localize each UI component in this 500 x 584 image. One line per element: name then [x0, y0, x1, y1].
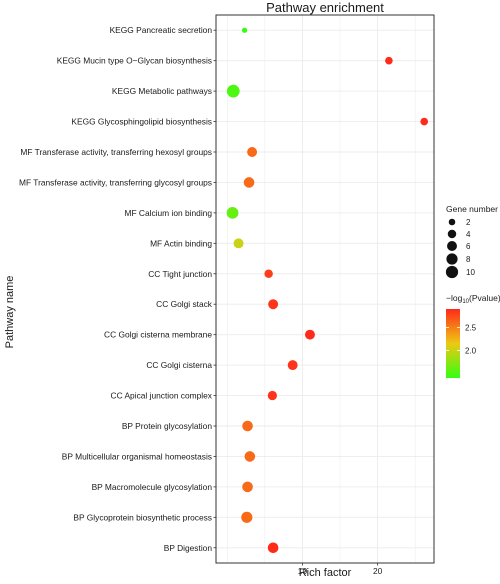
x-axis-label: Rich factor: [299, 567, 352, 579]
size-legend-label: 4: [466, 230, 471, 239]
data-point: [243, 177, 255, 188]
color-legend-tick-label: 2.5: [465, 323, 477, 332]
size-legend-dot: [448, 218, 456, 226]
y-axis-label: Pathway name: [4, 276, 16, 349]
data-point: [242, 420, 253, 432]
y-tick-label: BP Macromolecule glycosylation: [92, 482, 213, 492]
y-tick-label: CC Tight junction: [148, 269, 212, 279]
x-tick-label: 20: [373, 566, 383, 576]
data-point: [241, 511, 253, 523]
y-tick-label: MF Transferase activity, transferring gl…: [19, 177, 212, 187]
color-legend-tick-label: 2.0: [465, 346, 477, 355]
y-tick-label: BP Digestion: [164, 543, 213, 553]
y-tick-label: KEGG Glycosphingolipid biosynthesis: [71, 117, 212, 127]
y-tick-label: CC Golgi cisterna: [146, 360, 212, 370]
y-tick-label: BP Multicellular organismal homeostasis: [62, 451, 212, 461]
y-tick-label: CC Apical junction complex: [111, 391, 213, 401]
y-tick-label: KEGG Metabolic pathways: [112, 86, 212, 96]
data-point: [268, 299, 279, 310]
y-tick-label: MF Calcium ion binding: [124, 208, 212, 218]
pvalue-legend: −log10(Pvalue) 2.0 2.5: [446, 293, 500, 378]
data-point: [385, 56, 393, 65]
gene-number-legend: Gene number 2 4 6 8 10: [445, 204, 498, 279]
data-point: [247, 147, 258, 157]
data-point: [226, 84, 240, 98]
data-point: [304, 329, 315, 340]
plot-panel: [216, 15, 434, 563]
y-tick-labels: KEGG Pancreatic secretion KEGG Mucin type…: [19, 25, 216, 553]
y-tick-label: MF Actin binding: [150, 238, 212, 248]
data-point: [226, 207, 239, 219]
chart-title: Pathway enrichment: [266, 0, 384, 15]
data-point: [241, 27, 248, 33]
y-tick-label: CC Golgi stack: [156, 299, 213, 309]
color-legend-title: −log10(Pvalue): [446, 293, 500, 305]
y-tick-label: KEGG Pancreatic secretion: [110, 25, 213, 35]
size-legend-label: 2: [466, 218, 471, 227]
y-tick-label: MF Transferase activity, transferring he…: [20, 147, 212, 157]
x-tick-labels: 10 20: [298, 563, 383, 576]
data-point: [264, 269, 273, 279]
color-bar: [446, 309, 460, 378]
y-tick-label: BP Protein glycosylation: [122, 421, 212, 431]
size-legend-dot: [446, 253, 458, 265]
data-point: [267, 390, 278, 401]
y-tick-label: CC Golgi cisterna membrane: [104, 330, 212, 340]
data-point: [420, 117, 429, 126]
data-points: [226, 27, 429, 554]
size-legend-label: 10: [466, 268, 475, 277]
data-point: [242, 481, 253, 493]
size-legend-label: 8: [466, 255, 471, 264]
plot-border: [215, 14, 435, 564]
data-point: [244, 451, 256, 462]
size-legend-title: Gene number: [446, 204, 498, 214]
x-tick-label: 10: [298, 566, 308, 576]
data-point: [233, 238, 244, 249]
size-legend-dot: [445, 265, 459, 279]
y-tick-label: BP Glycoprotein biosynthetic process: [73, 512, 212, 522]
data-point: [267, 542, 279, 554]
size-legend-dot: [447, 241, 457, 251]
data-point: [287, 360, 298, 371]
y-tick-label: KEGG Mucin type O−Glycan biosynthesis: [57, 56, 212, 66]
size-legend-dot: [447, 229, 457, 239]
size-legend-label: 6: [466, 242, 471, 251]
